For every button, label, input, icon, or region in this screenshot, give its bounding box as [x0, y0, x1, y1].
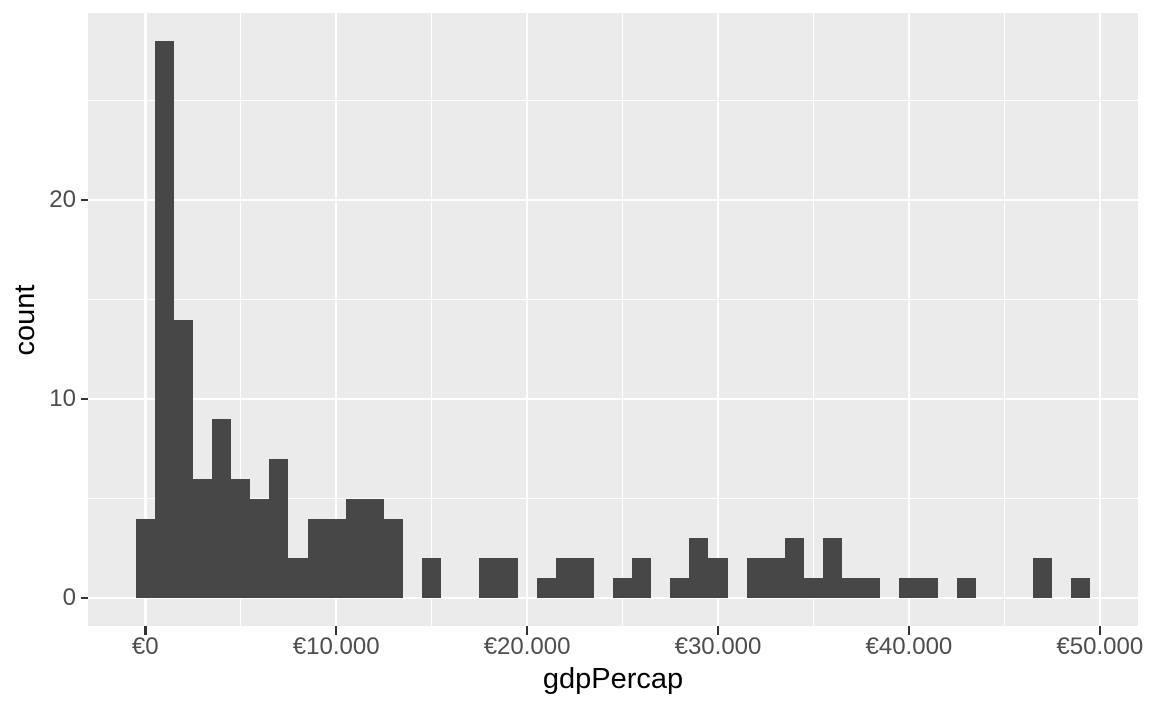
histogram-bar — [269, 458, 289, 599]
x-tick-label: €40.000 — [865, 633, 953, 660]
x-major-gridline — [716, 13, 720, 626]
histogram-bar — [498, 558, 518, 599]
x-major-gridline — [144, 13, 147, 626]
y-minor-gridline — [88, 498, 1138, 500]
x-minor-gridline — [240, 13, 242, 626]
histogram-bar — [708, 558, 728, 599]
histogram-bar — [899, 578, 919, 599]
histogram-bar — [193, 478, 213, 599]
histogram-bar — [746, 558, 766, 599]
x-axis-tick — [525, 626, 529, 635]
x-tick-label: €10.000 — [292, 633, 380, 660]
x-minor-gridline — [1003, 13, 1005, 626]
x-axis-tick — [334, 626, 338, 635]
x-tick-label: €50.000 — [1056, 633, 1144, 660]
x-major-gridline — [1098, 13, 1102, 626]
histogram-bar — [784, 538, 804, 599]
histogram-bar — [154, 40, 174, 599]
histogram-bar — [1033, 558, 1053, 599]
histogram-bar — [689, 538, 709, 599]
histogram-bar — [918, 578, 938, 599]
x-minor-gridline — [812, 13, 815, 626]
histogram-bar — [613, 578, 633, 599]
histogram-bar — [555, 558, 575, 599]
histogram-bar — [135, 518, 155, 599]
y-major-gridline — [88, 198, 1138, 202]
y-axis-tick — [81, 397, 88, 401]
histogram-bar — [632, 558, 652, 599]
y-major-gridline — [88, 397, 1138, 401]
histogram-bar — [861, 578, 881, 599]
x-axis-title: gdpPercap — [542, 663, 684, 695]
x-axis-tick — [1098, 626, 1102, 635]
plot-panel — [88, 13, 1138, 626]
x-major-gridline — [907, 13, 911, 626]
x-axis-tick — [716, 626, 720, 635]
x-minor-gridline — [621, 13, 624, 626]
histogram-bar — [765, 558, 785, 599]
y-axis-tick — [81, 198, 88, 202]
y-axis-tick — [81, 596, 88, 600]
histogram-bar — [823, 538, 843, 599]
histogram-bar — [345, 498, 365, 599]
y-minor-gridline — [88, 99, 1138, 102]
y-tick-label: 20 — [49, 186, 76, 214]
x-major-gridline — [334, 13, 338, 626]
histogram-bar — [479, 558, 499, 599]
histogram-bar — [956, 578, 976, 599]
x-major-gridline — [525, 13, 529, 626]
histogram-bar — [536, 578, 556, 599]
x-axis-tick — [144, 626, 147, 635]
x-tick-label: €30.000 — [674, 633, 762, 660]
histogram-bar — [231, 478, 251, 599]
x-minor-gridline — [431, 13, 433, 626]
histogram-bar — [173, 319, 193, 599]
histogram-bar — [422, 558, 442, 599]
histogram-bar — [212, 419, 232, 599]
histogram-bar — [574, 558, 594, 599]
histogram-bar — [250, 498, 270, 599]
x-axis-tick — [907, 626, 911, 635]
histogram-bar — [803, 578, 823, 599]
y-axis-title: count — [9, 284, 41, 356]
histogram-bar — [842, 578, 862, 599]
x-tick-label: €0 — [131, 633, 159, 660]
histogram-bar — [307, 518, 327, 599]
histogram-bar — [288, 558, 308, 599]
histogram-bar — [670, 578, 690, 599]
y-minor-gridline — [88, 298, 1138, 301]
histogram-bar — [364, 498, 384, 599]
y-tick-label: 0 — [62, 584, 76, 612]
x-tick-label: €20.000 — [483, 633, 571, 660]
histogram-bar — [1071, 578, 1091, 599]
histogram-bar — [326, 518, 346, 599]
y-major-gridline — [88, 596, 1138, 600]
histogram-bar — [383, 518, 403, 599]
y-tick-label: 10 — [49, 385, 76, 413]
